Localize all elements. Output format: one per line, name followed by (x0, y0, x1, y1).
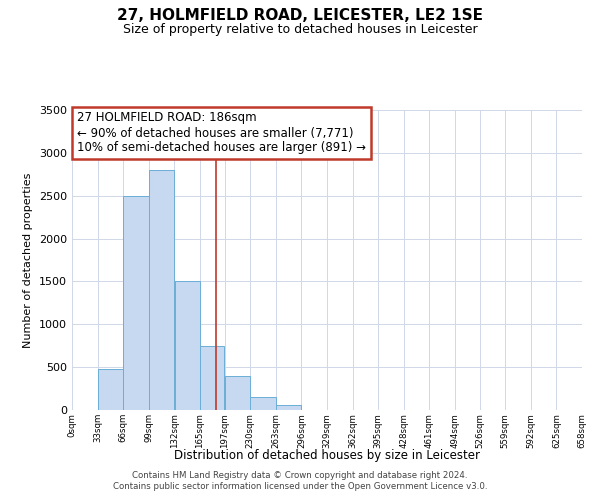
Text: 27, HOLMFIELD ROAD, LEICESTER, LE2 1SE: 27, HOLMFIELD ROAD, LEICESTER, LE2 1SE (117, 8, 483, 22)
Text: 27 HOLMFIELD ROAD: 186sqm
← 90% of detached houses are smaller (7,771)
10% of se: 27 HOLMFIELD ROAD: 186sqm ← 90% of detac… (77, 112, 366, 154)
Text: Distribution of detached houses by size in Leicester: Distribution of detached houses by size … (174, 448, 480, 462)
Bar (98, 369, 123, 410)
Text: Size of property relative to detached houses in Leicester: Size of property relative to detached ho… (122, 22, 478, 36)
Text: Contains HM Land Registry data © Crown copyright and database right 2024.: Contains HM Land Registry data © Crown c… (132, 471, 468, 480)
Bar (276, 405, 301, 410)
Bar (200, 346, 224, 410)
Text: Contains public sector information licensed under the Open Government Licence v3: Contains public sector information licen… (113, 482, 487, 491)
Bar (250, 397, 275, 410)
Bar (149, 170, 174, 410)
Bar (175, 282, 200, 410)
Y-axis label: Number of detached properties: Number of detached properties (23, 172, 34, 348)
Bar (124, 196, 149, 410)
Bar (225, 376, 250, 410)
